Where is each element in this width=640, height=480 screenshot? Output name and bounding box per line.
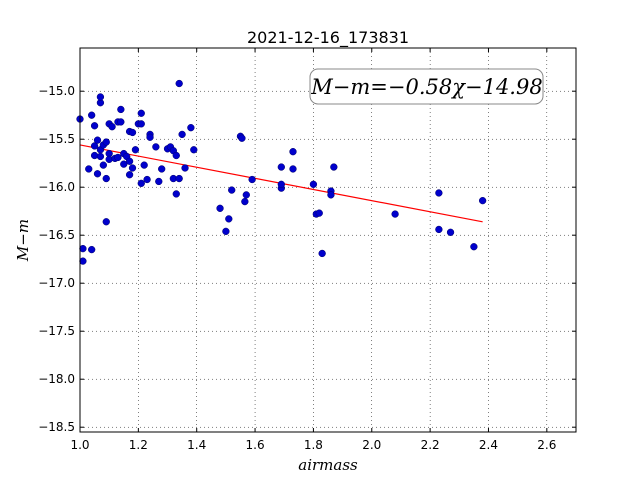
data-point — [330, 163, 338, 171]
data-point — [90, 122, 99, 130]
data-point — [216, 204, 224, 212]
x-tick-label: 1.6 — [246, 438, 265, 452]
points-layer — [76, 79, 487, 265]
data-point — [120, 160, 128, 168]
y-axis-label: M−m — [14, 219, 32, 262]
data-point — [238, 134, 246, 142]
fit-equation-box: M−m=−0.58χ−14.98 — [309, 68, 544, 105]
grid-layer — [79, 48, 576, 432]
plot-frame — [79, 47, 577, 433]
y-tick-label: −15.5 — [38, 132, 75, 146]
data-point — [117, 105, 125, 114]
data-point — [241, 197, 249, 206]
x-tick-label: 1.0 — [70, 438, 89, 452]
data-point — [108, 123, 116, 131]
fit-equation: M−m=−0.58χ−14.98 — [310, 75, 542, 99]
data-point — [85, 165, 93, 173]
data-point — [93, 170, 102, 178]
x-tick-label: 1.8 — [304, 438, 323, 452]
y-tick-label: −16.5 — [38, 228, 75, 242]
x-tick-label: 2.6 — [537, 438, 556, 452]
data-point — [181, 164, 189, 172]
annotation-box — [309, 68, 544, 105]
data-point — [79, 257, 87, 265]
data-point — [88, 245, 96, 254]
data-point — [435, 225, 443, 234]
data-point — [90, 142, 99, 150]
data-point — [470, 243, 478, 251]
data-point — [96, 93, 105, 101]
data-point — [242, 191, 250, 199]
data-point — [318, 249, 326, 258]
data-point — [190, 146, 198, 154]
data-point — [175, 174, 183, 183]
data-point — [125, 157, 134, 165]
data-point — [222, 227, 230, 236]
y-tick-label: −16.0 — [38, 180, 75, 194]
x-tick-label: 2.0 — [362, 438, 381, 452]
data-point — [248, 175, 256, 184]
data-point — [172, 151, 180, 160]
data-point — [315, 209, 323, 217]
data-point — [172, 190, 180, 198]
data-point — [117, 118, 125, 126]
data-point — [137, 179, 145, 188]
data-point — [187, 124, 195, 132]
data-point — [289, 148, 297, 156]
data-point — [175, 79, 183, 88]
data-point — [391, 210, 399, 218]
y-tick-label: −18.0 — [38, 372, 75, 386]
data-point — [102, 138, 110, 146]
data-point — [446, 228, 455, 236]
data-point — [277, 163, 285, 171]
data-point — [88, 111, 96, 119]
x-tick-label: 2.4 — [479, 438, 498, 452]
data-point — [228, 186, 236, 194]
y-tick-labels: −15.0 −15.5 −16.0 −16.5 −17.0 −17.5 −18.0 −18.5 — [38, 84, 75, 434]
y-tick-label: −17.0 — [38, 276, 75, 290]
x-tick-label: 2.2 — [421, 438, 440, 452]
x-axis-label: airmass — [298, 456, 358, 474]
data-point — [137, 109, 145, 117]
data-point — [128, 128, 137, 137]
y-tick-label: −17.5 — [38, 324, 75, 338]
data-point — [178, 130, 186, 139]
y-tick-label: −15.0 — [38, 84, 75, 98]
data-point — [102, 218, 110, 226]
data-point — [225, 215, 233, 223]
data-point — [125, 171, 134, 179]
chart-title: 2021-12-16_173831 — [247, 28, 409, 48]
data-point — [152, 143, 160, 151]
x-tick-labels: 1.0 1.2 1.4 1.6 1.8 2.0 2.2 2.4 2.6 — [70, 438, 556, 452]
data-point — [137, 120, 145, 128]
data-point — [146, 133, 154, 141]
x-tick-label: 1.4 — [187, 438, 206, 452]
data-point — [114, 153, 122, 162]
data-point — [128, 164, 137, 172]
x-tick-label: 1.2 — [129, 438, 148, 452]
data-point — [478, 196, 487, 205]
data-point — [99, 161, 107, 169]
data-point — [435, 189, 443, 197]
data-point — [102, 174, 110, 183]
y-tick-label: −18.5 — [38, 420, 75, 434]
data-point — [155, 177, 163, 186]
data-point — [289, 165, 297, 173]
data-point — [327, 191, 335, 199]
ticks-layer — [79, 48, 576, 432]
data-point — [158, 165, 166, 173]
data-point — [140, 161, 148, 169]
data-point — [309, 180, 318, 188]
data-point — [93, 136, 102, 144]
data-point — [96, 152, 105, 161]
data-point — [143, 175, 151, 184]
data-point — [277, 180, 285, 188]
data-point — [131, 146, 140, 154]
data-point — [79, 244, 87, 253]
